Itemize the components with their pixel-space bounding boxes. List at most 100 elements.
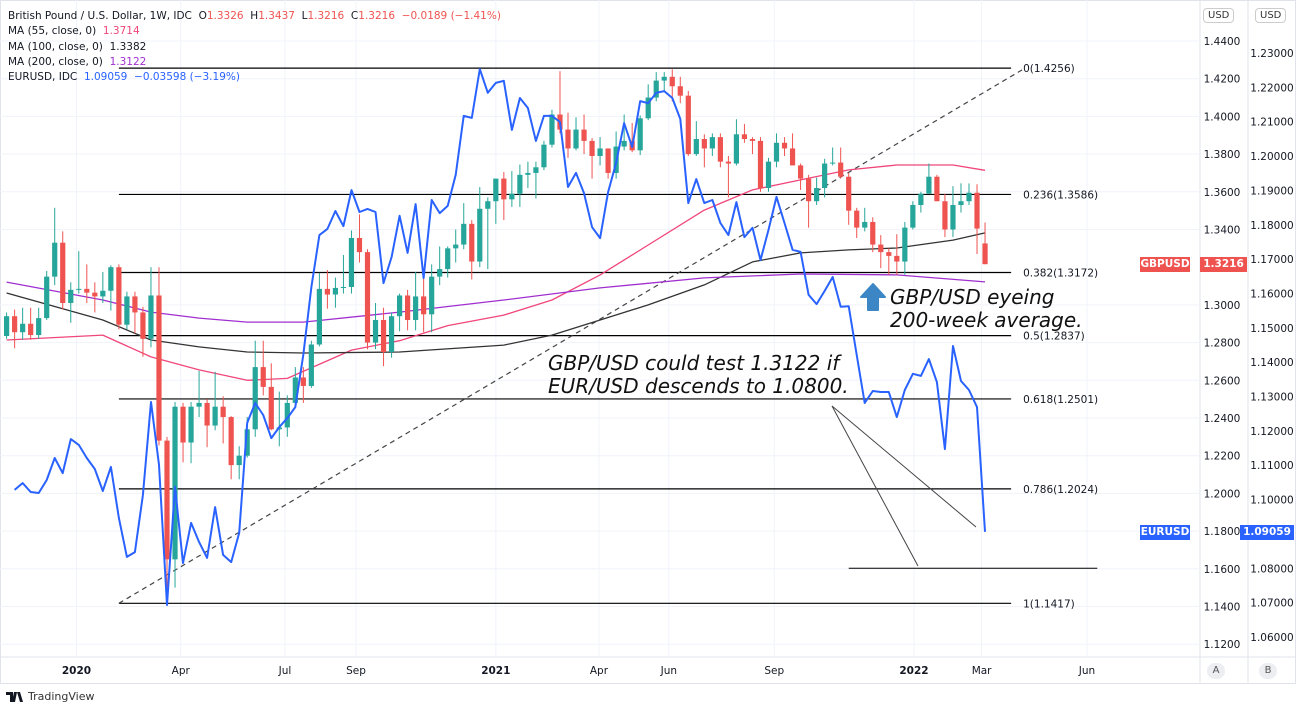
- candle-body: [966, 192, 972, 202]
- time-tick-label: Sep: [764, 665, 784, 677]
- axis-b-tick-label: 1.15000: [1250, 323, 1293, 335]
- candle-body: [332, 287, 339, 295]
- annotation-lines: [831, 405, 1098, 569]
- candle-up: [276, 391, 282, 447]
- currency-button-b[interactable]: USD: [1255, 8, 1287, 23]
- candle-body: [549, 114, 555, 145]
- candle-up: [429, 264, 435, 333]
- candle-up: [902, 221, 908, 275]
- up-arrow-icon: [860, 283, 886, 311]
- candle-down: [260, 340, 266, 396]
- candle-up: [445, 246, 451, 278]
- candle-body: [846, 176, 852, 211]
- axis-b-tick-label: 1.11000: [1250, 460, 1293, 472]
- candle-down: [140, 306, 146, 357]
- candle-down: [581, 114, 587, 155]
- candle-body: [380, 319, 387, 353]
- axis-a-tick-label: 1.3800: [1204, 149, 1241, 161]
- candle-down: [356, 214, 363, 263]
- ma55-value: 1.3714: [102, 25, 140, 38]
- candle-down: [974, 184, 980, 255]
- symbol-title: British Pound / U.S. Dollar, 1W, IDC: [8, 10, 192, 22]
- currency-button-a[interactable]: USD: [1203, 8, 1235, 23]
- legend-main-series[interactable]: British Pound / U.S. Dollar, 1W, IDC O1.…: [8, 9, 501, 24]
- axis-a-tick-label: 1.1600: [1204, 564, 1241, 576]
- price-axis-a[interactable]: 1.4400 1.4200 1.4000 1.3800 1.3600 1.3400 1.30…: [1204, 36, 1241, 651]
- candle-body: [950, 204, 956, 230]
- tradingview-brand: TradingView: [28, 690, 95, 703]
- legend-ma100[interactable]: MA (100, close, 0) 1.3382: [8, 40, 501, 55]
- fibonacci-retracement[interactable]: 0(1.4256) 0.236(1.3586) 0.382(1.3172) 0.5(1…: [118, 63, 1098, 610]
- scale-a-button[interactable]: A: [1207, 663, 1225, 679]
- candle-body: [838, 162, 844, 177]
- candle-body: [4, 316, 10, 337]
- axis-a-tick-label: 1.4000: [1204, 111, 1241, 123]
- time-tick-label: Jun: [1078, 665, 1095, 677]
- candle-down: [725, 155, 731, 198]
- candle-body: [116, 267, 122, 325]
- candle-up: [124, 291, 130, 330]
- candle-down: [565, 112, 571, 158]
- candle-body: [76, 288, 82, 290]
- candle-body: [870, 221, 876, 245]
- candle-up: [477, 187, 483, 268]
- candle-down: [268, 363, 274, 431]
- candle-body: [701, 139, 707, 149]
- candle-body: [348, 237, 355, 287]
- candle-body: [396, 295, 403, 317]
- candle-down: [164, 436, 170, 605]
- candle-body: [413, 296, 419, 320]
- low-label: L: [301, 10, 308, 22]
- candle-body: [300, 377, 306, 386]
- time-tick-label: Sep: [346, 665, 366, 677]
- candle-up: [822, 158, 828, 198]
- candle-down: [116, 264, 122, 330]
- candle-body: [100, 290, 106, 297]
- candle-body: [180, 406, 186, 443]
- candle-body: [188, 406, 194, 443]
- candle-body: [565, 129, 571, 149]
- candle-body: [52, 242, 58, 277]
- candle-down: [741, 123, 748, 143]
- legend-ma55[interactable]: MA (55, close, 0) 1.3714: [8, 24, 501, 39]
- candle-body: [878, 244, 884, 253]
- candle-down: [894, 234, 900, 275]
- candle-up: [284, 395, 290, 437]
- candle-down: [228, 416, 234, 480]
- candle-down: [749, 137, 756, 155]
- time-tick-label: Jun: [660, 665, 677, 677]
- candle-body: [340, 286, 347, 288]
- candle-body: [268, 386, 274, 430]
- candle-body: [533, 167, 539, 173]
- eurusd-change: −0.03598 (−3.19%): [134, 71, 240, 84]
- axis-b-tick-label: 1.16000: [1250, 288, 1293, 300]
- candle-up: [533, 161, 539, 199]
- candle-up: [308, 340, 314, 388]
- candle-down: [886, 248, 892, 275]
- candle-down: [878, 235, 884, 269]
- price-axis-b[interactable]: 1.23000 1.22000 1.21000 1.20000 1.19000 1.180…: [1250, 48, 1293, 644]
- candle-body: [228, 417, 234, 466]
- candle-body: [172, 406, 178, 560]
- candle-down: [781, 137, 788, 156]
- legend-ma200[interactable]: MA (200, close, 0) 1.3122: [8, 55, 501, 70]
- candle-down: [60, 231, 66, 310]
- candle-body: [421, 296, 427, 315]
- candle-body: [894, 255, 900, 262]
- candle-body: [934, 176, 940, 202]
- eurusd-label: EURUSD, IDC: [8, 71, 78, 84]
- tradingview-logo[interactable]: TradingView: [6, 690, 94, 703]
- candle-down: [84, 264, 90, 304]
- eurusd-price-tag: 1.09059: [1240, 525, 1294, 540]
- legend-eurusd[interactable]: EURUSD, IDC 1.09059 −0.03598 (−3.19%): [8, 70, 501, 85]
- candle-body: [437, 269, 443, 277]
- candle-up: [348, 230, 355, 294]
- candle-body: [862, 221, 868, 228]
- candle-body: [573, 129, 579, 149]
- candle-body: [749, 139, 756, 141]
- time-axis[interactable]: 2020 Apr Jul Sep 2021 Apr Jun Sep 2022 Mar Jun: [62, 665, 1095, 677]
- candle-down: [934, 174, 940, 202]
- axis-a-tick-label: 1.3400: [1204, 225, 1241, 237]
- scale-b-button[interactable]: B: [1259, 663, 1277, 679]
